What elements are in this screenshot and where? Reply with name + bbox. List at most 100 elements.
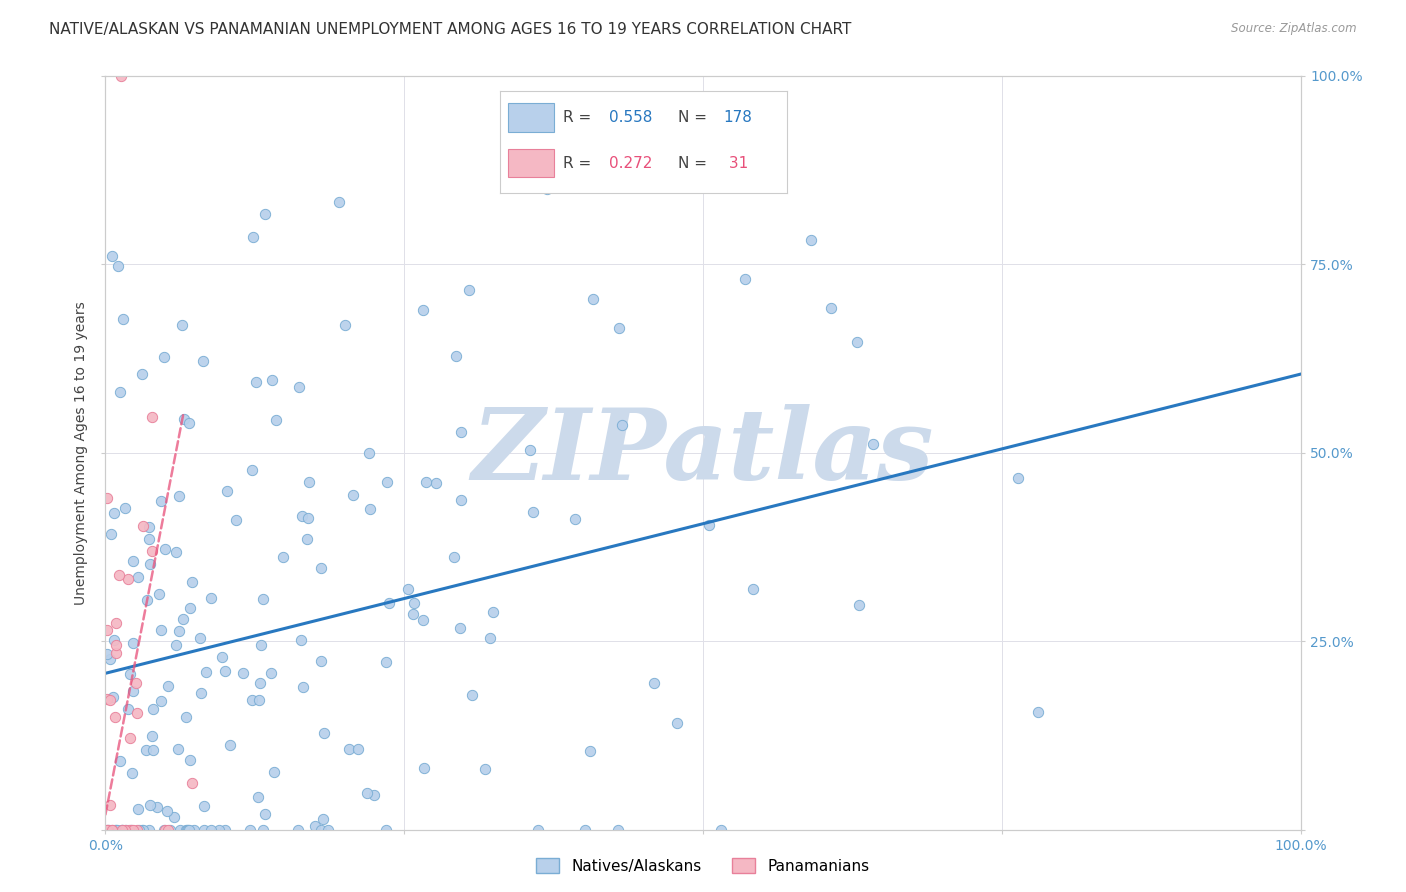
Point [125, 706, 148, 720]
Point [219, 738, 242, 752]
Point [149, 493, 172, 508]
Point [242, 230, 264, 244]
Point [121, 683, 143, 698]
Point [359, 445, 381, 459]
Point [264, 413, 287, 427]
Point [110, 69, 132, 83]
Point [118, 666, 141, 681]
Point [311, 561, 333, 575]
Point [114, 822, 136, 837]
Point [96, 822, 118, 837]
Point [105, 646, 128, 660]
Point [132, 822, 155, 837]
Point [522, 505, 544, 519]
Point [190, 631, 212, 645]
Point [211, 649, 233, 664]
Point [105, 822, 128, 837]
Point [312, 813, 335, 827]
Point [800, 233, 823, 247]
Point [697, 518, 720, 533]
Point [287, 380, 309, 394]
Point [111, 822, 134, 837]
Point [127, 822, 149, 837]
Point [139, 797, 162, 812]
Point [363, 789, 385, 803]
Point [108, 755, 131, 769]
Point [176, 822, 198, 837]
Point [150, 694, 173, 708]
Point [214, 664, 236, 678]
Point [169, 822, 191, 837]
Point [461, 688, 484, 702]
Point [96, 691, 118, 706]
Point [104, 822, 127, 837]
Point [536, 182, 558, 196]
Point [259, 666, 281, 681]
Point [120, 731, 142, 745]
Point [482, 605, 505, 619]
Point [443, 549, 465, 564]
Point [141, 543, 163, 558]
Point [104, 710, 127, 724]
Point [117, 572, 139, 586]
Point [174, 822, 197, 837]
Point [195, 665, 218, 680]
Point [375, 475, 398, 490]
Point [239, 822, 262, 837]
Point [252, 591, 274, 606]
Point [292, 681, 315, 695]
Point [374, 822, 396, 837]
Point [177, 822, 200, 837]
Point [375, 655, 398, 669]
Point [153, 542, 176, 557]
Point [96, 822, 118, 837]
Point [304, 819, 326, 833]
Point [96, 623, 118, 637]
Point [101, 822, 124, 837]
Point [190, 686, 212, 700]
Point [377, 596, 399, 610]
Point [312, 726, 335, 740]
Point [262, 373, 284, 387]
Point [412, 303, 434, 318]
Point [138, 822, 160, 837]
Point [148, 587, 170, 601]
Point [162, 810, 184, 824]
Point [742, 582, 765, 597]
Point [848, 598, 870, 612]
Point [232, 665, 254, 680]
Point [862, 437, 884, 451]
Point [159, 822, 181, 837]
Point [193, 799, 215, 814]
Point [311, 822, 333, 837]
Point [177, 822, 200, 837]
Point [107, 567, 129, 582]
Point [845, 335, 868, 350]
Point [114, 822, 136, 837]
Point [96, 822, 118, 837]
Point [710, 822, 733, 837]
Point [121, 765, 143, 780]
Point [606, 822, 628, 837]
Point [141, 410, 163, 425]
Legend: Natives/Alaskans, Panamanians: Natives/Alaskans, Panamanians [530, 852, 876, 880]
Point [179, 600, 201, 615]
Point [665, 715, 688, 730]
Point [125, 676, 148, 690]
Point [328, 195, 350, 210]
Point [252, 822, 274, 837]
Point [156, 679, 179, 693]
Point [153, 351, 176, 365]
Point [318, 822, 340, 837]
Point [478, 631, 501, 645]
Point [412, 613, 434, 627]
Point [111, 311, 134, 326]
Point [101, 249, 124, 263]
Point [208, 822, 231, 837]
Point [820, 301, 842, 316]
Point [359, 502, 381, 516]
Point [104, 638, 127, 652]
Point [169, 624, 191, 639]
Y-axis label: Unemployment Among Ages 16 to 19 years: Unemployment Among Ages 16 to 19 years [75, 301, 89, 605]
Point [121, 822, 143, 837]
